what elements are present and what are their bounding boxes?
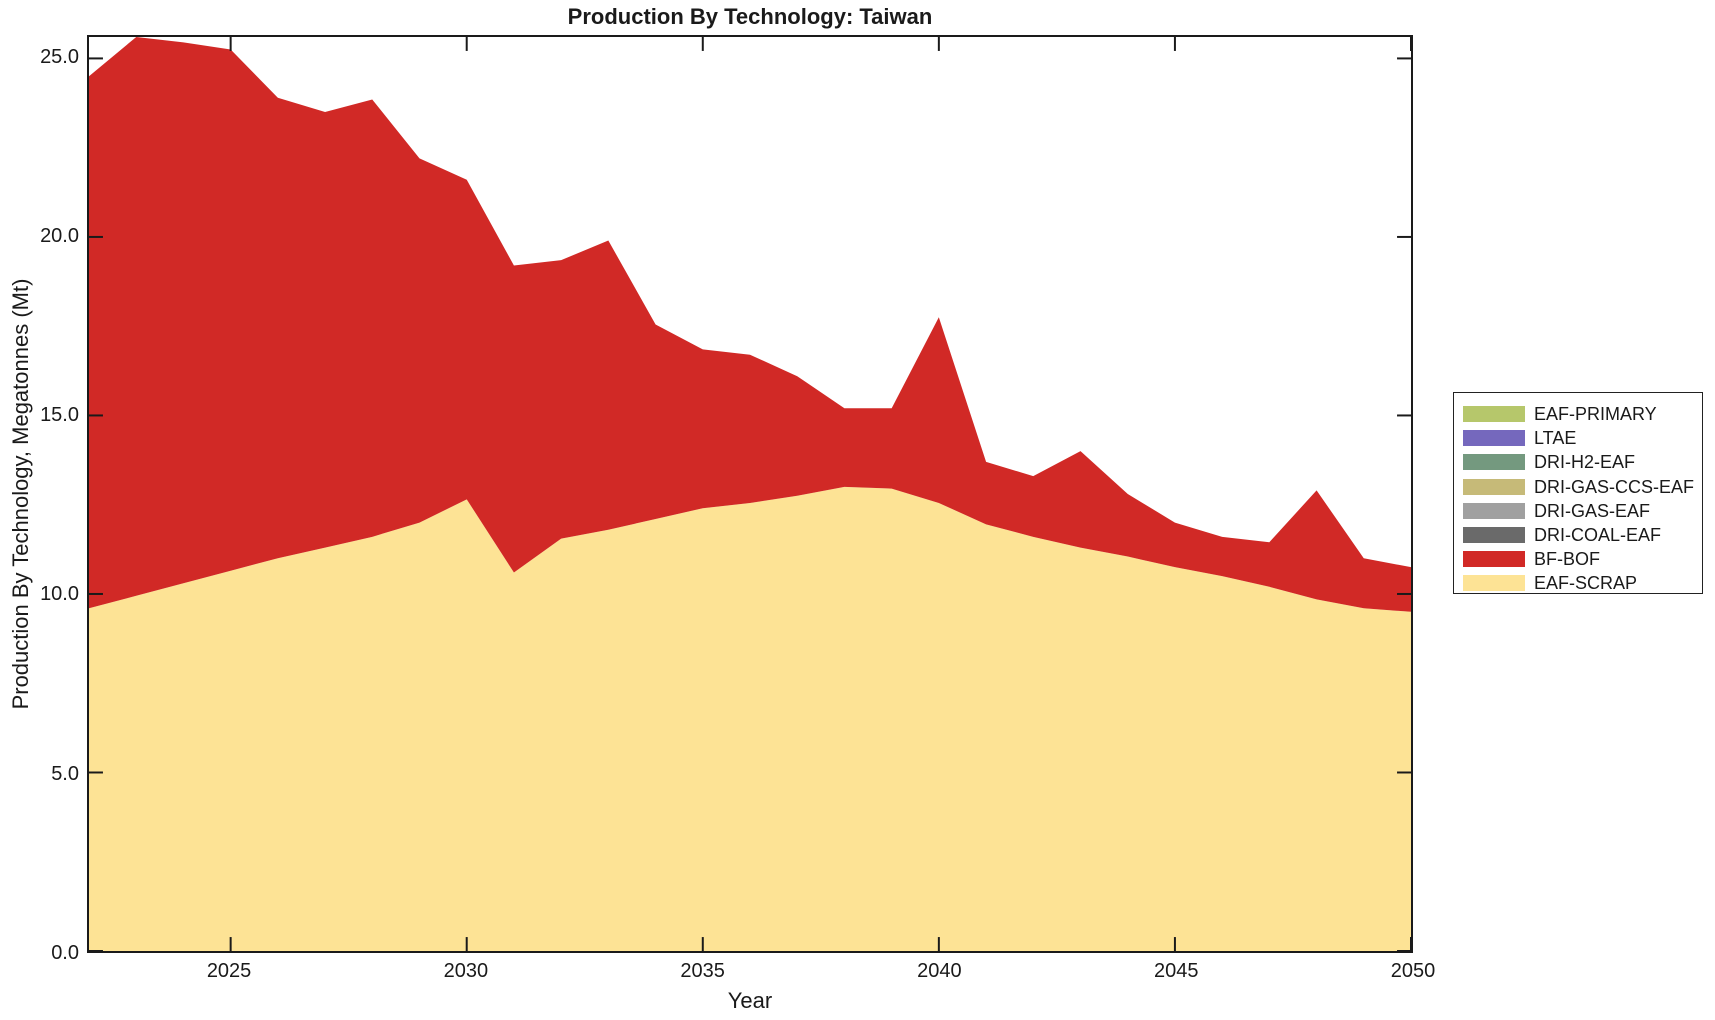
y-tick-label-25.0: 25.0 [40, 45, 79, 68]
x-tick-label-2035: 2035 [680, 960, 725, 982]
y-axis-label: Production By Technology, Megatonnes (Mt… [8, 278, 33, 710]
legend-swatch-ltae [1463, 430, 1525, 447]
legend-row-dri-h2-eaf: DRI-H2-EAF [1463, 450, 1702, 474]
legend-swatch-dri-h2-eaf [1463, 454, 1525, 471]
stacked-area-svg [89, 37, 1411, 951]
legend-label-dri-coal-eaf: DRI-COAL-EAF [1534, 525, 1662, 546]
y-tick-label-0.0: 0.0 [51, 942, 79, 964]
area-bf-bof [89, 37, 1411, 612]
legend-row-ltae: LTAE [1463, 426, 1702, 450]
legend-row-eaf-primary: EAF-PRIMARY [1463, 402, 1702, 426]
legend-swatch-eaf-primary [1463, 406, 1525, 423]
legend-swatch-eaf-scrap [1463, 575, 1525, 592]
legend-swatch-dri-gas-eaf [1463, 502, 1525, 519]
legend: EAF-PRIMARY LTAE DRI-H2-EAF DRI-GAS-CCS-EAF… [1453, 392, 1703, 594]
y-tick-label-5.0: 5.0 [51, 762, 79, 785]
x-tick-label-2025: 2025 [206, 960, 252, 982]
y-tick-label-15.0: 15.0 [40, 404, 79, 427]
legend-row-dri-coal-eaf: DRI-COAL-EAF [1463, 523, 1702, 547]
legend-label-bf-bof: BF-BOF [1534, 549, 1600, 570]
legend-row-eaf-scrap: EAF-SCRAP [1463, 571, 1702, 595]
legend-swatch-bf-bof [1463, 551, 1525, 568]
legend-label-ltae: LTAE [1534, 428, 1577, 449]
legend-label-eaf-primary: EAF-PRIMARY [1534, 404, 1657, 425]
area-eaf-scrap [89, 486, 1411, 951]
legend-label-eaf-scrap: EAF-SCRAP [1534, 573, 1638, 594]
x-tick-label-2050: 2050 [1390, 960, 1436, 982]
chart-title: Production By Technology: Taiwan [567, 4, 933, 29]
legend-row-dri-gas-ccs-eaf: DRI-GAS-CCS-EAF [1463, 475, 1702, 499]
legend-row-bf-bof: BF-BOF [1463, 547, 1702, 571]
plot-area [87, 35, 1413, 953]
x-axis-label: Year [727, 988, 773, 1013]
legend-swatch-dri-coal-eaf [1463, 527, 1525, 544]
x-tick-label-2030: 2030 [443, 960, 489, 982]
y-tick-label-10.0: 10.0 [40, 583, 79, 606]
legend-label-dri-h2-eaf: DRI-H2-EAF [1534, 452, 1636, 473]
legend-swatch-dri-gas-ccs-eaf [1463, 478, 1525, 495]
legend-label-dri-gas-ccs-eaf: DRI-GAS-CCS-EAF [1534, 476, 1695, 497]
legend-label-dri-gas-eaf: DRI-GAS-EAF [1534, 500, 1651, 521]
y-tick-label-20.0: 20.0 [40, 224, 79, 247]
x-tick-label-2045: 2045 [1153, 960, 1199, 982]
x-tick-label-2040: 2040 [917, 960, 962, 982]
legend-row-dri-gas-eaf: DRI-GAS-EAF [1463, 499, 1702, 523]
